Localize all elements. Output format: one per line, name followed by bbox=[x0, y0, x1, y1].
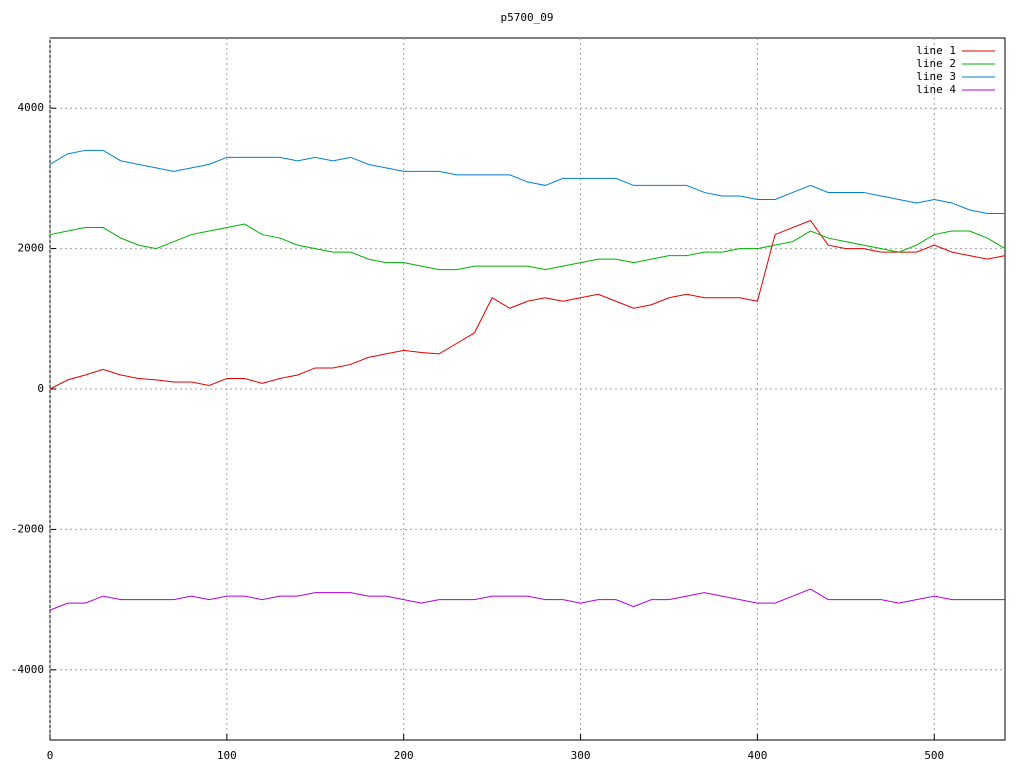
x-tick-label: 500 bbox=[924, 749, 944, 762]
x-tick-label: 300 bbox=[571, 749, 591, 762]
y-tick-label: -2000 bbox=[11, 522, 44, 535]
y-tick-label: 4000 bbox=[18, 101, 45, 114]
line-series bbox=[49, 588, 1005, 611]
y-tick-label: 2000 bbox=[18, 242, 45, 255]
line-series bbox=[49, 223, 1006, 271]
legend-label: line 4 bbox=[916, 83, 956, 96]
x-tick-label: 100 bbox=[217, 749, 237, 762]
line-series bbox=[49, 149, 1005, 214]
y-tick-label: -4000 bbox=[11, 663, 44, 676]
legend-label: line 3 bbox=[916, 70, 956, 83]
legend-label: line 1 bbox=[916, 44, 956, 57]
y-tick-label: 0 bbox=[37, 382, 44, 395]
legend-label: line 2 bbox=[916, 57, 956, 70]
x-tick-label: 400 bbox=[747, 749, 767, 762]
x-tick-label: 0 bbox=[47, 749, 54, 762]
chart-title: p5700_09 bbox=[501, 11, 554, 24]
line-series bbox=[49, 219, 1006, 390]
x-tick-label: 200 bbox=[394, 749, 414, 762]
